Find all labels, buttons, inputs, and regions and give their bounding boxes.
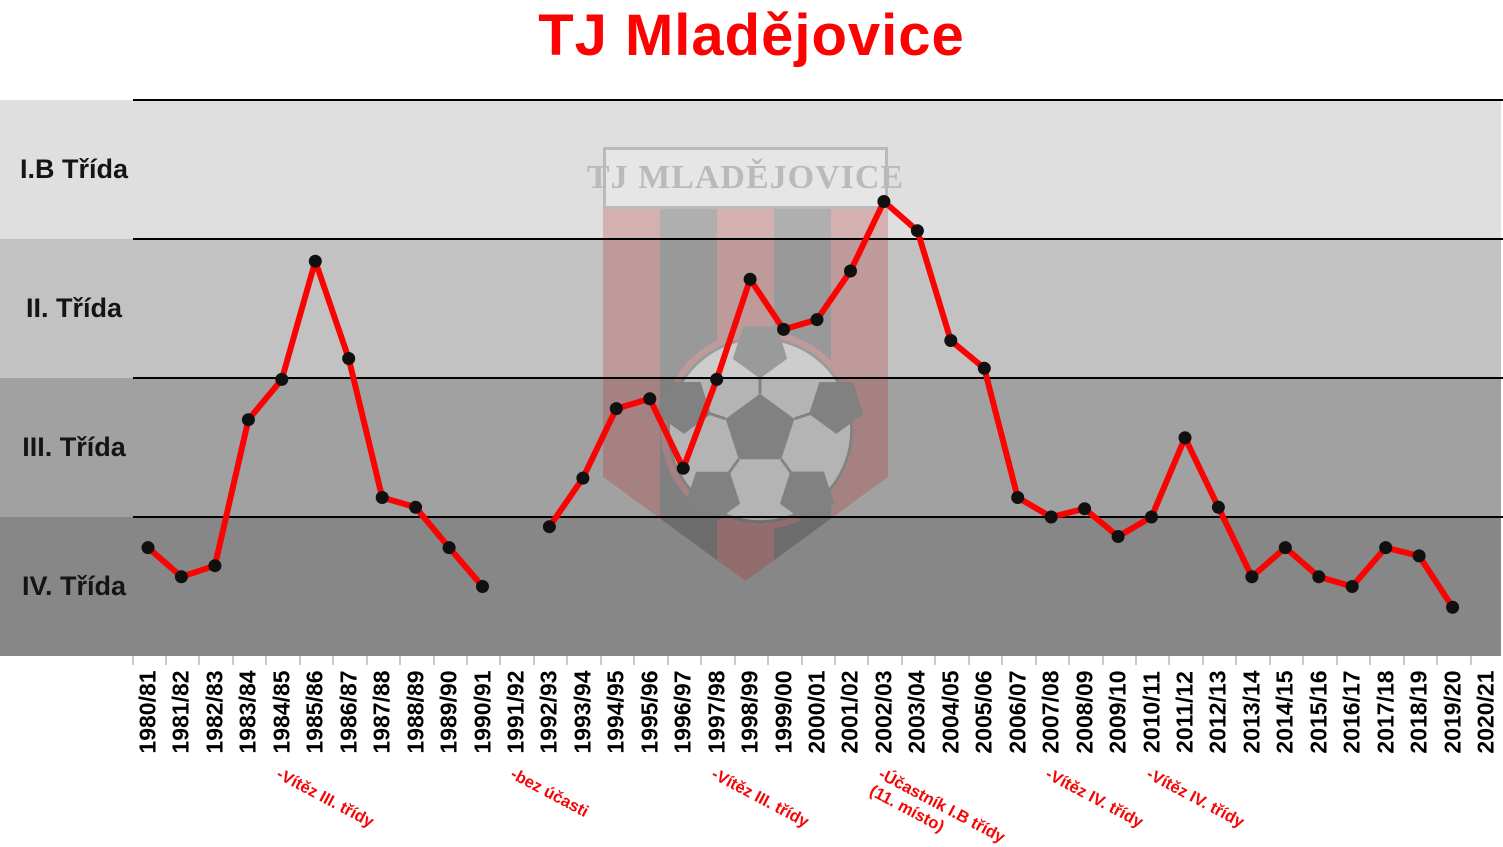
- tick-mark: [365, 656, 368, 665]
- tick-mark: [767, 656, 770, 665]
- tick-mark: [1034, 656, 1037, 665]
- tick-mark: [332, 656, 335, 665]
- tick-mark: [900, 656, 903, 665]
- tick-mark: [399, 656, 402, 665]
- tick-mark: [1469, 656, 1472, 665]
- tick-mark: [599, 656, 602, 665]
- band-boundary-line: [133, 377, 1503, 379]
- crest-name-text: TJ MLADĚJOVICE: [586, 159, 905, 196]
- tick-mark: [800, 656, 803, 665]
- tick-mark: [967, 656, 970, 665]
- tick-mark: [131, 656, 134, 665]
- tick-mark: [265, 656, 268, 665]
- tick-mark: [298, 656, 301, 665]
- tick-mark: [666, 656, 669, 665]
- tick-mark: [1369, 656, 1372, 665]
- tick-mark: [1402, 656, 1405, 665]
- tick-mark: [633, 656, 636, 665]
- band-label: II. Třída: [25, 293, 123, 323]
- tick-mark: [700, 656, 703, 665]
- crest-stripe: [603, 209, 660, 581]
- band-label: I.B Třída: [19, 154, 128, 184]
- tick-mark: [1001, 656, 1004, 665]
- tick-mark: [532, 656, 535, 665]
- tick-mark: [499, 656, 502, 665]
- band-label: III. Třída: [22, 432, 126, 462]
- tick-mark: [466, 656, 468, 665]
- tick-mark: [1436, 656, 1439, 665]
- tick-mark: [833, 656, 836, 665]
- tick-mark: [1135, 656, 1137, 665]
- band-boundary-line: [133, 516, 1503, 518]
- soccer-ball-icon: [656, 326, 864, 530]
- tick-mark: [1201, 656, 1204, 665]
- tick-mark: [432, 656, 435, 665]
- tick-mark: [1302, 656, 1305, 665]
- tick-mark: [934, 656, 937, 665]
- tick-mark: [1335, 656, 1338, 665]
- chart-title: TJ Mladějovice: [538, 3, 965, 68]
- tick-mark: [1168, 656, 1171, 665]
- tick-mark: [733, 656, 736, 665]
- band-label: IV. Třída: [21, 571, 127, 601]
- tick-mark: [867, 656, 870, 665]
- tick-mark: [1235, 656, 1238, 665]
- tick-mark: [231, 656, 234, 665]
- crest-name-banner: TJ MLADĚJOVICE: [587, 147, 903, 209]
- tick-mark: [566, 656, 569, 665]
- tick-mark: [1268, 656, 1271, 665]
- band-boundary-line: [133, 99, 1503, 101]
- tick-mark: [198, 656, 201, 665]
- band-boundary-line: [133, 238, 1503, 240]
- tick-mark: [1068, 656, 1071, 665]
- tick-mark: [164, 656, 167, 665]
- tick-mark: [1101, 656, 1104, 665]
